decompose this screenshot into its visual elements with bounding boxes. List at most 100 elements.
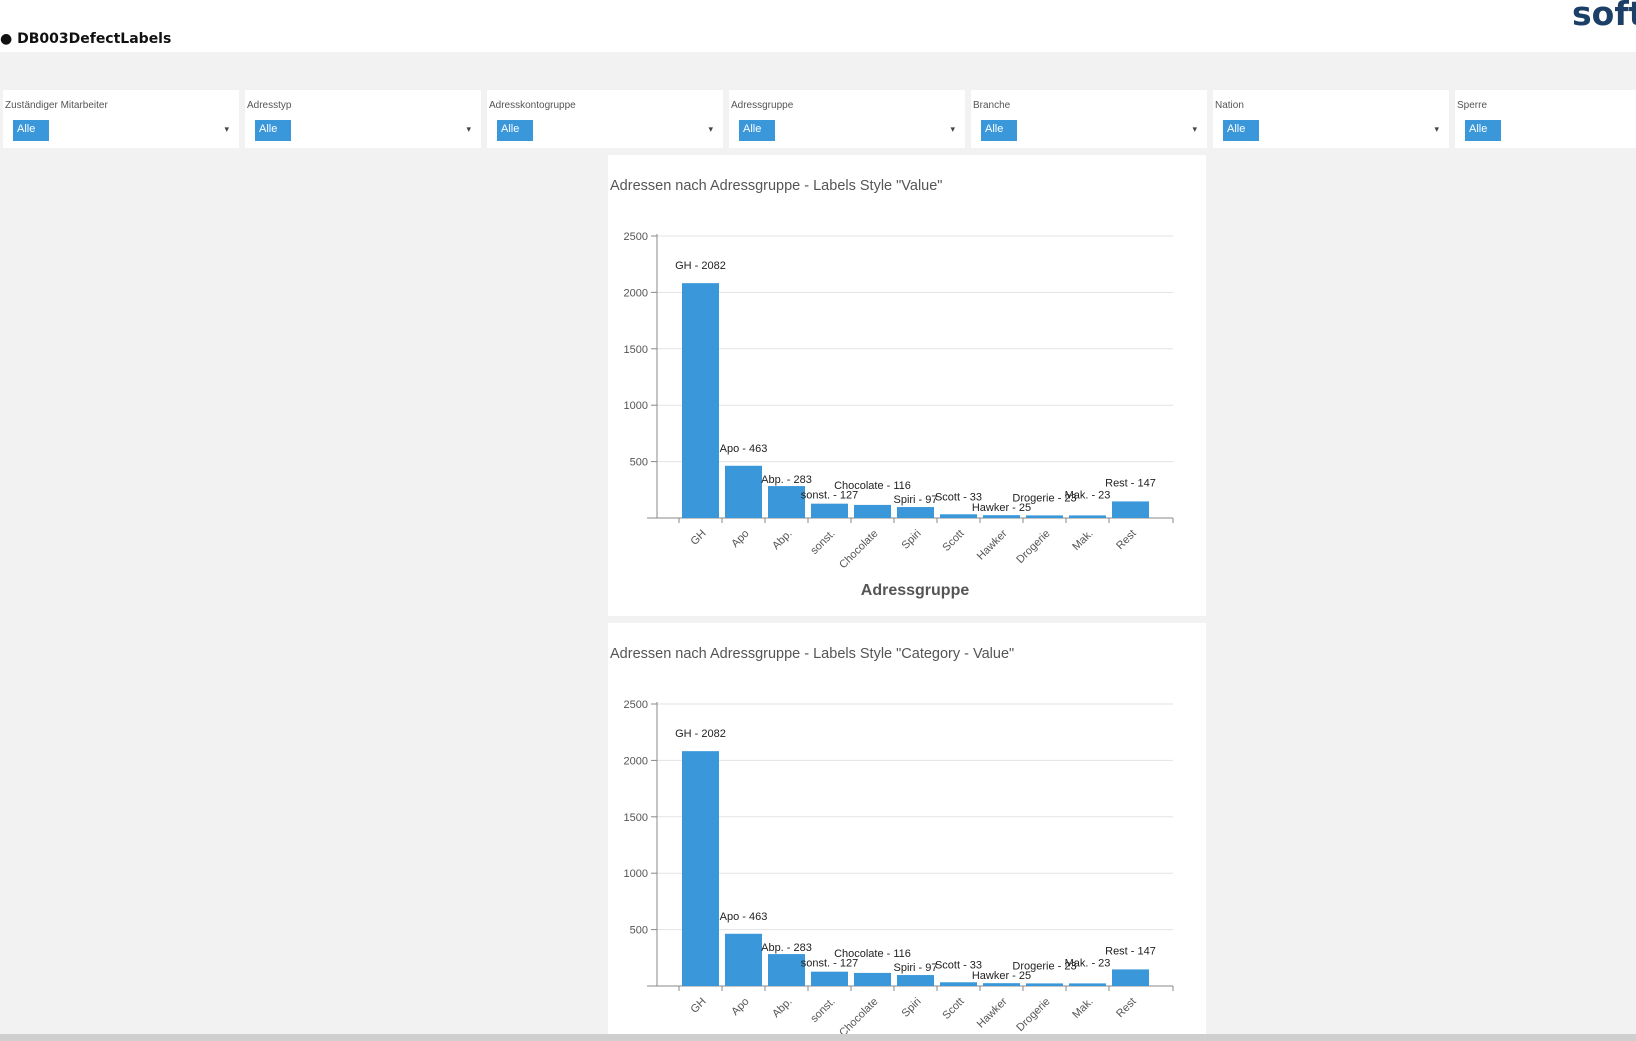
chevron-down-icon[interactable]: ▾	[950, 124, 955, 134]
bar-chart: 500 1000 1500 2000 2500 GH GH - 2082 Apo Apo - 4…	[624, 231, 1174, 599]
data-label: Apo - 463	[720, 443, 768, 455]
x-tick-label: GH	[688, 528, 708, 548]
data-label: Drogerie - 23	[1012, 960, 1076, 972]
header-bar: ● DB003DefectLabels softw	[0, 0, 1636, 52]
x-tick-label: Chocolate	[837, 996, 881, 1034]
x-tick-label: Abp.	[770, 528, 794, 552]
filter-value-chip[interactable]: Alle	[739, 120, 775, 141]
x-tick-label: Hawker	[975, 527, 1010, 562]
x-tick-label: GH	[688, 996, 708, 1016]
filter-label: Branche	[973, 100, 1011, 111]
chevron-down-icon[interactable]: ▾	[1434, 124, 1439, 134]
bar	[768, 486, 805, 518]
y-tick-label: 500	[630, 457, 648, 469]
filter-value-chip[interactable]: Alle	[497, 120, 533, 141]
chevron-down-icon[interactable]: ▾	[466, 124, 471, 134]
filter-value-chip[interactable]: Alle	[1223, 120, 1259, 141]
data-label: Rest - 147	[1105, 945, 1156, 957]
bar	[768, 954, 805, 986]
filter-label: Nation	[1215, 100, 1244, 111]
chart-title: Adressen nach Adressgruppe - Labels Styl…	[610, 178, 943, 194]
bar	[897, 975, 934, 986]
y-tick-label: 2500	[624, 699, 648, 711]
x-tick-label: Apo	[729, 528, 751, 550]
chart-title: Adressen nach Adressgruppe - Labels Styl…	[610, 646, 1015, 662]
x-tick-label: Mak.	[1070, 996, 1095, 1021]
x-tick-label: Abp.	[770, 996, 794, 1020]
data-label: Drogerie - 23	[1012, 492, 1076, 504]
bar-chart: 500 1000 1500 2000 2500 GH GH - 2082 Apo Apo - 4…	[624, 699, 1174, 1034]
bar	[1026, 515, 1063, 518]
x-tick-label: Spiri	[900, 528, 924, 552]
data-label: sonst. - 127	[801, 958, 858, 970]
bar	[1069, 515, 1106, 518]
chart-panel-value-labels: Adressen nach Adressgruppe - Labels Styl…	[608, 155, 1206, 616]
data-label: GH - 2082	[675, 260, 726, 272]
filter-label: Zuständiger Mitarbeiter	[5, 100, 108, 111]
bar	[725, 465, 762, 518]
horizontal-scrollbar[interactable]	[0, 1034, 1636, 1041]
x-tick-label: Scott	[940, 996, 966, 1022]
x-tick-label: Scott	[940, 528, 966, 554]
x-tick-label: Drogerie	[1014, 996, 1052, 1034]
filter-value-chip[interactable]: Alle	[981, 120, 1017, 141]
bar	[1069, 983, 1106, 986]
filter-sperre[interactable]: Sperre Alle	[1455, 90, 1636, 148]
data-label: Mak. - 23	[1065, 957, 1111, 969]
bar	[811, 503, 848, 518]
y-tick-label: 2000	[624, 287, 648, 299]
chevron-down-icon[interactable]: ▾	[1192, 124, 1197, 134]
data-label: Abp. - 283	[761, 942, 812, 954]
bar	[940, 514, 977, 518]
x-tick-label: Chocolate	[837, 528, 881, 572]
data-label: Apo - 463	[720, 911, 768, 923]
data-label: Hawker - 25	[972, 502, 1031, 514]
bar	[682, 283, 719, 518]
bar	[811, 971, 848, 986]
filter-value-chip[interactable]: Alle	[13, 120, 49, 141]
chevron-down-icon[interactable]: ▾	[708, 124, 713, 134]
y-tick-label: 1500	[624, 812, 648, 824]
data-label: Chocolate - 116	[834, 948, 911, 960]
brand-logo: softw	[1572, 0, 1636, 33]
x-axis-title: Adressgruppe	[861, 582, 970, 599]
bar	[854, 504, 891, 518]
bar	[940, 982, 977, 986]
filter-value-chip[interactable]: Alle	[1465, 120, 1501, 141]
y-tick-label: 1500	[624, 344, 648, 356]
chevron-down-icon[interactable]: ▾	[224, 124, 229, 134]
filter-nation[interactable]: Nation Alle ▾	[1213, 90, 1449, 148]
y-tick-label: 2000	[624, 755, 648, 767]
bar	[1112, 969, 1149, 986]
y-tick-label: 500	[630, 925, 648, 937]
filter-value-chip[interactable]: Alle	[255, 120, 291, 141]
data-label: Scott - 33	[935, 491, 982, 503]
data-label: Chocolate - 116	[834, 480, 911, 492]
filter-label: Adresskontogruppe	[489, 100, 576, 111]
x-tick-label: Rest	[1114, 996, 1138, 1020]
chart-panel-category-value-labels: Adressen nach Adressgruppe - Labels Styl…	[608, 623, 1206, 1034]
filter-adressgruppe[interactable]: Adressgruppe Alle ▾	[729, 90, 965, 148]
filter-branche[interactable]: Branche Alle ▾	[971, 90, 1207, 148]
data-label: Spiri - 97	[893, 494, 937, 506]
data-label: Hawker - 25	[972, 970, 1031, 982]
bar	[983, 515, 1020, 518]
filter-adresskontogruppe[interactable]: Adresskontogruppe Alle ▾	[487, 90, 723, 148]
data-label: Abp. - 283	[761, 474, 812, 486]
y-tick-label: 2500	[624, 231, 648, 243]
filter-label: Adresstyp	[247, 100, 292, 111]
x-tick-label: Spiri	[900, 996, 924, 1020]
data-label: Spiri - 97	[893, 962, 937, 974]
filter-zustaendiger-mitarbeiter[interactable]: Zuständiger Mitarbeiter Alle ▾	[3, 90, 239, 148]
data-label: sonst. - 127	[801, 490, 858, 502]
bar	[682, 751, 719, 986]
filter-label: Sperre	[1457, 100, 1488, 111]
bar	[1026, 983, 1063, 986]
bar	[1112, 501, 1149, 518]
x-tick-label: Rest	[1114, 528, 1138, 552]
page-title: ● DB003DefectLabels	[0, 31, 172, 47]
filter-adresstyp[interactable]: Adresstyp Alle ▾	[245, 90, 481, 148]
bar	[983, 983, 1020, 986]
x-tick-label: sonst.	[808, 996, 837, 1025]
data-label: GH - 2082	[675, 728, 726, 740]
